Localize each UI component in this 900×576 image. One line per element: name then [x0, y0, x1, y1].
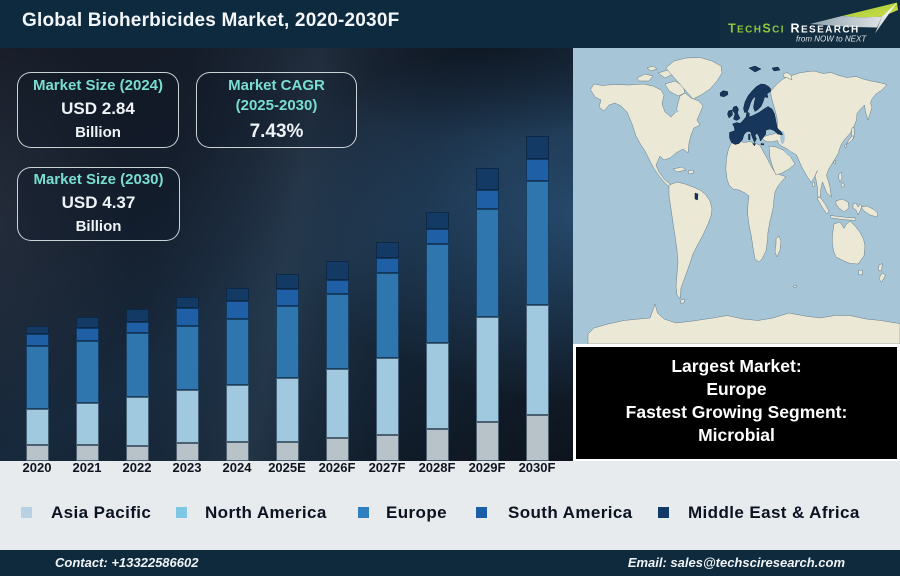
svg-text:from NOW to NEXT: from NOW to NEXT — [796, 35, 867, 44]
svg-text:RESEARCH: RESEARCH — [791, 22, 860, 36]
svg-text:TECHSCI: TECHSCI — [728, 22, 785, 36]
